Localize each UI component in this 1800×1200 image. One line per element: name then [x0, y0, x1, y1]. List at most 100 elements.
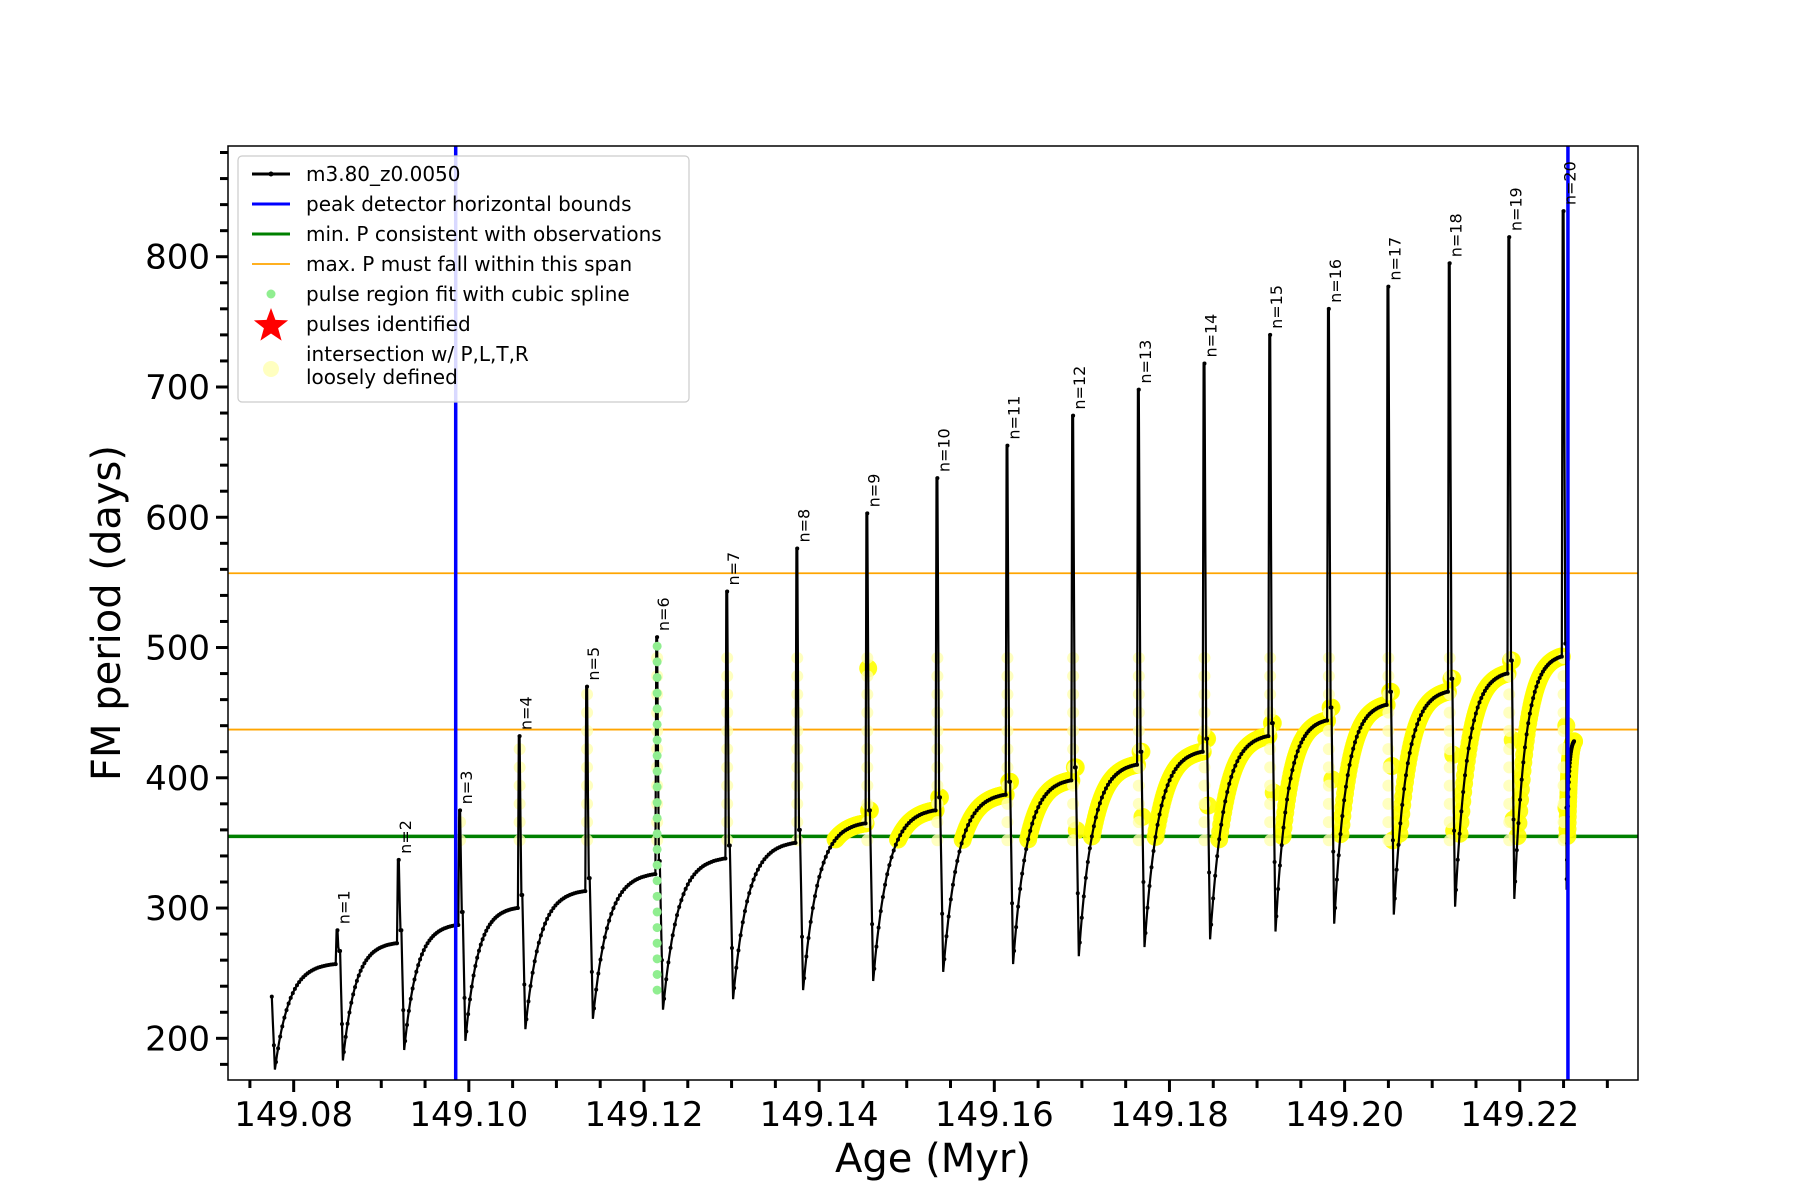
series-point-14-4 — [732, 985, 737, 990]
legend-swatch-4 — [266, 289, 276, 299]
pulse-label-12: n=12 — [1070, 366, 1089, 410]
spline-point-393 — [652, 782, 662, 792]
series-point-30-20 — [1288, 776, 1293, 781]
series-point-22-6 — [1014, 925, 1019, 930]
series-point-18-4 — [872, 966, 877, 971]
spline-point-357 — [652, 829, 662, 839]
series-point-8-20 — [540, 927, 545, 932]
series-point-32-34 — [1360, 722, 1365, 727]
loose-point-14-492 — [1264, 651, 1277, 664]
series-point-16-18 — [817, 874, 822, 879]
loose-point-14-464 — [1264, 688, 1277, 701]
series-point-8-0 — [520, 893, 525, 898]
spline-point-381 — [652, 798, 662, 808]
spline-point-285 — [652, 923, 662, 933]
series-point-20-4 — [942, 957, 947, 962]
series-point-32-16 — [1343, 784, 1348, 789]
series-point-32-22 — [1349, 754, 1354, 759]
loose-point-10-464 — [1001, 688, 1014, 701]
series-point-32-2 — [1331, 849, 1336, 854]
spline-point-321 — [652, 876, 662, 886]
series-point-10-26 — [615, 896, 620, 901]
series-point-4-14 — [412, 977, 417, 982]
series-point-26-16 — [1155, 822, 1160, 827]
loose-point-12-464 — [1132, 688, 1145, 701]
series-point-0-6 — [276, 1046, 281, 1051]
series-point-20-28 — [968, 818, 973, 823]
series-point-14-8 — [736, 948, 741, 953]
series-point-32-0 — [1329, 705, 1334, 710]
spline-point-249 — [652, 969, 662, 979]
series-point-29-2 — [1268, 332, 1273, 337]
loose-point-12-478 — [1132, 670, 1145, 683]
series-point-16-20 — [819, 867, 824, 872]
series-point-14-18 — [747, 891, 752, 896]
series-point-38-12 — [1519, 777, 1524, 782]
series-point-16-2 — [800, 934, 805, 939]
loose-point-8-422 — [861, 743, 874, 756]
series-point-36-18 — [1466, 746, 1471, 751]
series-point-32-4 — [1333, 905, 1338, 910]
loose-point-8-394 — [861, 779, 874, 792]
series-point-38-24 — [1529, 703, 1534, 708]
spline-point-477 — [652, 672, 662, 682]
series-point-32-6 — [1334, 877, 1339, 882]
series-point-30-8 — [1277, 863, 1282, 868]
series-point-18-18 — [887, 863, 892, 868]
loose-point-15-464 — [1322, 688, 1335, 701]
series-point-0-20 — [290, 991, 295, 996]
series-point-8-26 — [547, 912, 552, 917]
loose-point-9-408 — [931, 761, 944, 774]
series-point-38-30 — [1534, 684, 1539, 689]
series-point-24-10 — [1083, 875, 1088, 880]
series-point-24-24 — [1097, 801, 1102, 806]
series-point-2-0 — [338, 949, 343, 954]
loose-point-11-464 — [1067, 688, 1080, 701]
series-point-0-26 — [297, 980, 302, 985]
series-point-34-4 — [1392, 896, 1397, 901]
loose-point-17-492 — [1443, 651, 1456, 664]
legend-label-2: min. P consistent with observations — [306, 222, 662, 246]
series-point-8-28 — [549, 909, 554, 914]
series-point-18-26 — [896, 837, 901, 842]
loose-point-11-422 — [1067, 743, 1080, 756]
legend-label-4: pulse region fit with cubic spline — [306, 282, 630, 306]
pulse-label-20: n=20 — [1561, 161, 1580, 205]
y-tick-label-3: 500 — [145, 629, 210, 669]
spline-point-261 — [652, 954, 662, 964]
model-track-series — [269, 209, 1577, 1070]
pulse-labels: n=1 n=2 n=3 n=4 n=5 n=6 n=7 n=8 n=9 n=10 n=11 n=12 n… — [334, 161, 1579, 924]
y-tick-label-2: 400 — [145, 759, 210, 799]
loose-point-14-450 — [1264, 706, 1277, 719]
series-point-13-0 — [723, 856, 728, 861]
series-point-28-32 — [1237, 755, 1242, 760]
series-point-30-2 — [1272, 860, 1277, 865]
series-point-22-18 — [1026, 837, 1031, 842]
loose-point-6-380 — [721, 797, 734, 810]
series-point-4-4 — [403, 1039, 408, 1044]
legend-label-3: max. P must fall within this span — [306, 252, 632, 276]
series-point-18-30 — [900, 829, 905, 834]
y-tick-label-6: 800 — [145, 238, 210, 278]
series-point-18-32 — [902, 826, 907, 831]
loose-point-12-422 — [1132, 743, 1145, 756]
series-point-4-0 — [399, 928, 404, 933]
series-point-38-16 — [1522, 745, 1527, 750]
loose-point-9-380 — [931, 797, 944, 810]
series-point-0-16 — [286, 1001, 291, 1006]
series-point-36-30 — [1477, 700, 1482, 705]
y-axis-ticks: 200 300 400 500 600 700 800 — [145, 151, 228, 1066]
series-point-2-2 — [339, 1021, 344, 1026]
series-point-28-14 — [1219, 822, 1224, 827]
series-point-23-0 — [1069, 778, 1074, 783]
series-point-28-24 — [1229, 774, 1234, 779]
series-point-22-12 — [1020, 871, 1025, 876]
loose-point-15-478 — [1322, 670, 1335, 683]
legend-label-1: peak detector horizontal bounds — [306, 192, 632, 216]
series-point-26-34 — [1173, 766, 1178, 771]
loose-point-18-352 — [1503, 834, 1516, 847]
series-point-26-24 — [1163, 788, 1168, 793]
series-point-26-6 — [1145, 905, 1150, 910]
loose-point-7-380 — [791, 797, 804, 810]
series-point-10-14 — [602, 935, 607, 940]
